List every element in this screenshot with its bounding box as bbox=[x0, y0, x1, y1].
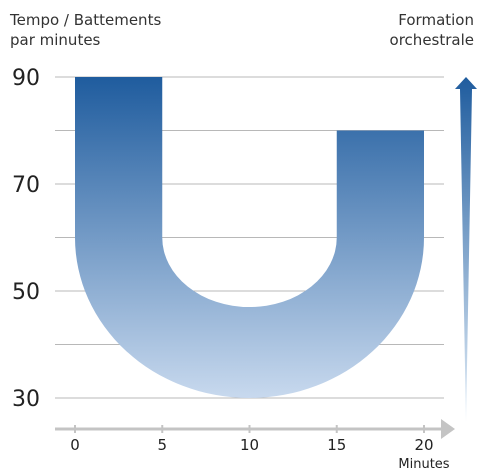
x-tick-label: 10 bbox=[240, 436, 259, 454]
x-tick-label: 5 bbox=[157, 436, 167, 454]
y-tick-label: 30 bbox=[12, 387, 40, 412]
y-tick-label: 70 bbox=[12, 173, 40, 198]
y-axis-title-line2: par minutes bbox=[10, 31, 101, 49]
y-tick-label: 50 bbox=[12, 280, 40, 305]
x-tick-label: 15 bbox=[327, 436, 346, 454]
y-axis-title-line1: Tempo / Battements bbox=[9, 11, 161, 29]
x-axis-title: Minutes bbox=[398, 457, 449, 472]
y-tick-label: 90 bbox=[12, 66, 40, 91]
x-tick-label: 20 bbox=[414, 436, 433, 454]
tempo-u-shape bbox=[75, 77, 424, 398]
right-label-line2: orchestrale bbox=[390, 31, 474, 49]
y-tick-labels: 90 70 50 30 bbox=[12, 66, 40, 412]
x-tick-label: 0 bbox=[70, 436, 80, 454]
up-arrow-icon bbox=[455, 77, 477, 422]
x-axis: 0 5 10 15 20 bbox=[55, 419, 455, 454]
right-label-line1: Formation bbox=[398, 11, 474, 29]
x-axis-arrow-icon bbox=[441, 419, 455, 439]
